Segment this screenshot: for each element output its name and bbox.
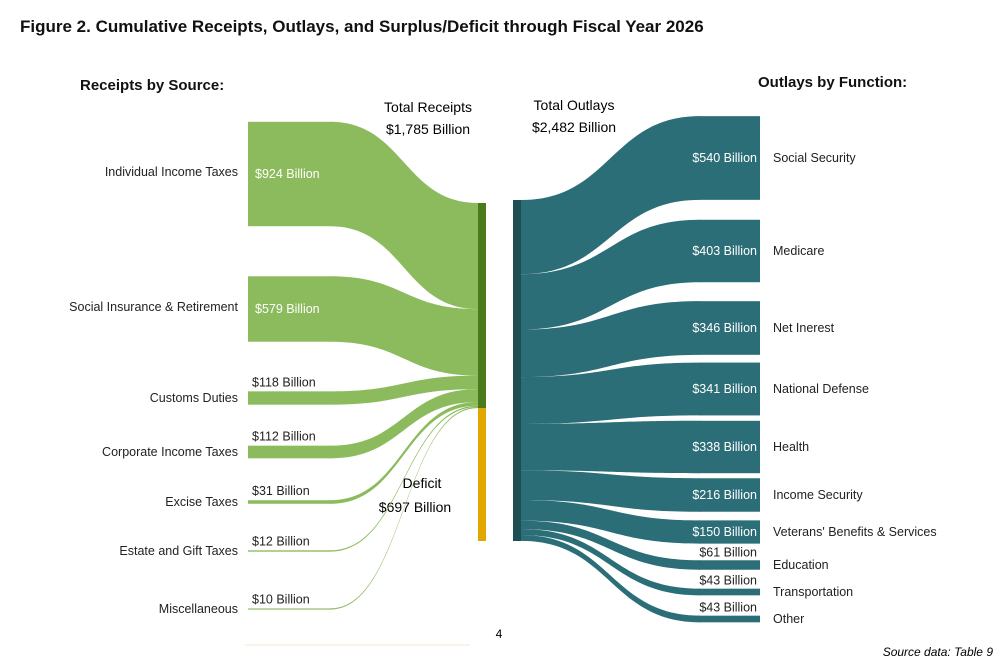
outlay-category-label: Net Inerest [773,321,835,335]
receipt-flow [330,406,478,610]
source-note: Source data: Table 9 [883,645,994,659]
outlay-band [699,420,760,474]
outlay-category-label: National Defense [773,382,869,396]
receipt-flow [330,276,478,376]
receipt-category-label: Individual Income Taxes [105,165,238,179]
outlay-category-label: Income Security [773,488,863,502]
receipt-band [248,445,331,459]
outlay-category-label: Education [773,558,829,572]
receipt-category-label: Customs Duties [150,391,238,405]
outlay-value-label: $338 Billion [692,440,757,454]
outlay-band [699,478,760,512]
receipt-band [248,608,331,610]
receipt-category-label: Excise Taxes [165,495,238,509]
total-outlays-value: $2,482 Billion [532,119,616,135]
outlay-band [699,219,760,283]
outlay-flow [521,362,700,424]
outlay-band [699,560,760,570]
figure-title: Figure 2. Cumulative Receipts, Outlays, … [20,17,704,36]
outlay-flow [521,534,700,623]
outlay-category-label: Medicare [773,244,824,258]
outlay-value-label: $403 Billion [692,244,757,258]
outlay-flow [521,219,700,330]
receipt-flow [330,402,478,504]
receipt-value-label: $112 Billion [252,430,316,444]
receipt-flow [330,375,478,405]
receipt-band [248,391,331,405]
receipt-value-label: $579 Billion [255,302,320,316]
receipt-value-label: $924 Billion [255,167,320,181]
deficit-label: Deficit [403,475,442,491]
receipt-flow [330,405,478,552]
outlay-category-label: Veterans' Benefits & Services [773,525,937,539]
receipt-category-label: Social Insurance & Retirement [69,300,238,314]
outlay-category-label: Social Security [773,151,856,165]
receipt-flow [330,389,478,459]
outlay-band [699,520,760,544]
outlay-flow [521,116,700,275]
deficit-value: $697 Billion [379,499,451,515]
outlay-flow [521,520,700,570]
receipt-value-label: $12 Billion [252,534,310,548]
outlay-category-label: Transportation [773,585,853,599]
receipt-category-label: Estate and Gift Taxes [119,544,238,558]
receipt-band [248,550,331,552]
receipt-band [248,500,331,504]
outlays-heading: Outlays by Function: [758,74,907,91]
receipt-band [248,121,331,227]
outlay-value-label: $43 Billion [699,574,757,588]
receipt-value-label: $31 Billion [252,484,310,498]
total-receipts-value: $1,785 Billion [386,121,470,137]
outlay-band [699,362,760,416]
total-outlays-label: Total Outlays [534,97,615,113]
receipts-heading: Receipts by Source: [80,77,224,94]
outlay-flow [521,500,700,544]
receipt-flow [330,121,478,310]
outlay-band [699,116,760,200]
outlay-value-label: $150 Billion [692,525,757,539]
total-receipts-label: Total Receipts [384,99,472,115]
outlay-value-label: $216 Billion [692,488,757,502]
outlay-value-label: $61 Billion [699,545,757,559]
receipt-category-label: Corporate Income Taxes [102,445,238,459]
outlay-flow [521,420,700,474]
outlay-flow [521,529,700,596]
outlay-value-label: $540 Billion [692,151,757,165]
outlay-value-label: $341 Billion [692,382,757,396]
outlays-node [513,200,521,541]
outlay-category-label: Health [773,440,809,454]
page-number: 4 [496,627,503,641]
outlay-band [699,615,760,623]
outlay-category-label: Other [773,612,804,626]
deficit-node [478,408,486,541]
outlay-flow [521,301,700,378]
receipts-node [478,203,486,408]
outlay-value-label: $43 Billion [699,601,757,615]
receipt-value-label: $118 Billion [252,375,316,389]
outlay-flow [521,470,700,512]
receipt-category-label: Miscellaneous [159,602,238,616]
receipt-band [248,276,331,342]
outlay-band [699,588,760,596]
outlay-value-label: $346 Billion [692,321,757,335]
outlay-band [699,301,760,355]
receipt-value-label: $10 Billion [252,592,310,606]
